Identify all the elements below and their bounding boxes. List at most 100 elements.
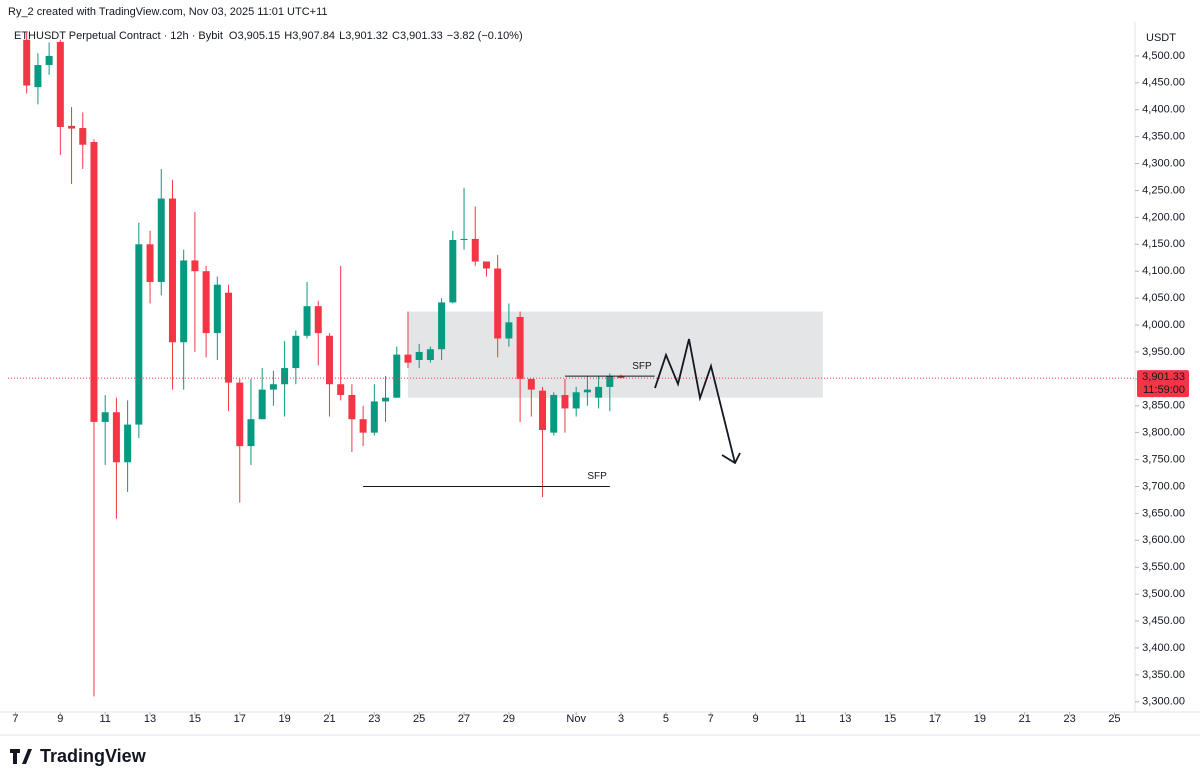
level-label: SFP — [587, 471, 607, 482]
candle-body — [539, 390, 547, 430]
x-tick-label: 17 — [234, 713, 246, 725]
candle-body — [404, 354, 412, 363]
x-tick-label: 7 — [708, 713, 714, 725]
candle-body — [112, 412, 120, 463]
candle-body — [23, 39, 31, 86]
candle-body — [157, 198, 165, 282]
candle-body — [292, 335, 300, 369]
brand: TradingView — [40, 746, 147, 766]
candle-body — [482, 261, 490, 269]
y-tick-label: 3,750.00 — [1142, 453, 1185, 465]
x-tick-label: 29 — [503, 713, 515, 725]
candle-body — [236, 382, 244, 447]
candle-body — [202, 271, 210, 334]
symbol: ETHUSDT Perpetual Contract · 12h · Bybit — [14, 30, 223, 42]
y-tick-label: 3,950.00 — [1142, 346, 1185, 358]
candle-body — [460, 238, 468, 240]
y-tick-label: 3,300.00 — [1142, 696, 1185, 708]
countdown: 11:59:00 — [1143, 384, 1185, 396]
x-tick-label: 9 — [57, 713, 63, 725]
y-tick-label: 3,600.00 — [1142, 534, 1185, 546]
y-tick-label: 4,400.00 — [1142, 104, 1185, 116]
y-tick-label: 3,700.00 — [1142, 480, 1185, 492]
y-tick-label: 3,400.00 — [1142, 642, 1185, 654]
candle-body — [348, 394, 356, 420]
credit: Ry_2 created with TradingView.com, Nov 0… — [8, 6, 327, 18]
y-tick-label: 4,200.00 — [1142, 211, 1185, 223]
candle-body — [393, 354, 401, 398]
candle-body — [314, 306, 322, 334]
last-price-tag — [1137, 370, 1189, 398]
candle-body — [382, 397, 390, 402]
x-tick-label: 23 — [1063, 713, 1075, 725]
y-tick-label: 3,650.00 — [1142, 507, 1185, 519]
x-tick-label: 19 — [278, 713, 290, 725]
candle-body — [438, 302, 446, 350]
candle-body — [269, 384, 277, 390]
candle-body — [359, 419, 367, 433]
x-tick-label: 11 — [99, 713, 110, 725]
plot-area: SFP SFP — [8, 31, 1135, 697]
candle-body — [415, 351, 423, 361]
y-tick-label: 3,800.00 — [1142, 427, 1185, 439]
candle-body — [146, 244, 154, 282]
candle-body — [505, 322, 513, 339]
y-tick-label: 4,050.00 — [1142, 292, 1185, 304]
candle-body — [124, 424, 132, 463]
logo-mark — [10, 749, 32, 764]
y-tick-label: 4,100.00 — [1142, 265, 1185, 277]
y-tick-label: 3,500.00 — [1142, 588, 1185, 600]
y-tick-label: 4,000.00 — [1142, 319, 1185, 331]
y-tick-label: 3,350.00 — [1142, 669, 1185, 681]
y-tick-label: 4,450.00 — [1142, 77, 1185, 89]
x-tick-label: 7 — [12, 713, 18, 725]
x-tick-label: 13 — [839, 713, 851, 725]
ohlc-label: L — [339, 30, 345, 42]
candle-body — [180, 260, 188, 343]
candle-body — [527, 378, 535, 390]
footer-logo: TradingView — [10, 746, 147, 766]
candle-body — [337, 384, 345, 395]
x-tick-label: 15 — [189, 713, 201, 725]
candle-body — [471, 238, 479, 262]
y-tick-label: 3,850.00 — [1142, 400, 1185, 412]
candle-body — [191, 260, 199, 272]
candle-body — [213, 284, 221, 334]
x-tick-label: 25 — [413, 713, 425, 725]
candle-body — [325, 335, 333, 385]
candle-body — [572, 392, 580, 409]
candle-body — [258, 389, 266, 420]
x-tick-label: 17 — [929, 713, 941, 725]
candle-body — [247, 419, 255, 447]
arrow-head — [721, 452, 741, 465]
y-tick-label: 4,250.00 — [1142, 184, 1185, 196]
x-tick-label: 3 — [618, 713, 624, 725]
y-tick-label: 4,150.00 — [1142, 238, 1185, 250]
candle-body — [561, 394, 569, 409]
candle-body — [494, 268, 502, 339]
candle-body — [68, 125, 76, 129]
x-tick-label: 23 — [368, 713, 380, 725]
candle-body — [168, 198, 176, 343]
candle-body — [370, 401, 378, 433]
y-tick-label: 4,500.00 — [1142, 50, 1185, 62]
candle-body — [617, 376, 625, 379]
candle-body — [281, 368, 289, 385]
ohlc-label: C — [392, 30, 400, 42]
y-tick-label: 3,450.00 — [1142, 615, 1185, 627]
candle-body — [550, 394, 558, 433]
candle-body — [449, 239, 457, 303]
x-tick-label: 11 — [795, 713, 806, 725]
y-tick-label: 3,550.00 — [1142, 561, 1185, 573]
x-tick-label: 25 — [1108, 713, 1120, 725]
x-tick-label: 5 — [663, 713, 669, 725]
candle-body — [90, 142, 98, 422]
x-tick-label: 15 — [884, 713, 896, 725]
ohlc-label: O — [229, 30, 238, 42]
candle-body — [426, 349, 434, 361]
candle-body — [79, 128, 87, 145]
candle-body — [135, 244, 143, 425]
y-tick-label: 4,350.00 — [1142, 131, 1185, 143]
x-tick-label: 27 — [458, 713, 470, 725]
candle-body — [303, 306, 311, 336]
